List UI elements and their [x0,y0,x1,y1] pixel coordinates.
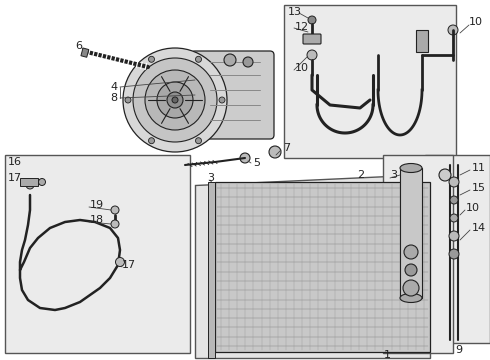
Text: 15: 15 [472,183,486,193]
Text: 19: 19 [90,200,104,210]
Circle shape [125,97,131,103]
Text: 3: 3 [207,173,214,183]
Circle shape [449,177,459,187]
Circle shape [308,16,316,24]
Circle shape [307,50,317,60]
Bar [208,182,215,358]
Bar [400,168,422,298]
Text: 10: 10 [466,203,480,213]
Text: 5: 5 [253,158,260,168]
Circle shape [26,181,34,189]
Circle shape [404,245,418,259]
Circle shape [39,179,46,185]
Ellipse shape [400,163,422,172]
Circle shape [269,146,281,158]
Text: 17: 17 [8,173,22,183]
Circle shape [450,214,458,222]
Circle shape [148,138,154,144]
Text: 6: 6 [75,41,82,51]
Text: 16: 16 [8,157,22,167]
Circle shape [111,220,119,228]
Text: 10: 10 [469,17,483,27]
Circle shape [448,25,458,35]
Text: 18: 18 [90,215,104,225]
Text: 17: 17 [122,260,136,270]
Bar [284,5,456,158]
Text: 7: 7 [283,143,290,153]
Bar [20,178,38,186]
Circle shape [196,138,201,144]
FancyBboxPatch shape [303,34,321,44]
Circle shape [111,206,119,214]
Circle shape [148,56,154,62]
Circle shape [439,169,451,181]
Circle shape [196,56,201,62]
Text: 11: 11 [472,163,486,173]
Ellipse shape [400,293,422,302]
Bar [416,30,428,52]
Text: 1: 1 [384,350,391,360]
Circle shape [133,58,217,142]
Circle shape [450,196,458,204]
Circle shape [167,92,183,108]
Circle shape [240,153,250,163]
Circle shape [243,57,253,67]
Text: 9: 9 [455,345,462,355]
Circle shape [219,97,225,103]
FancyBboxPatch shape [191,51,274,139]
Circle shape [449,249,459,259]
Text: 8: 8 [110,93,117,103]
Circle shape [123,48,227,152]
Circle shape [116,257,124,266]
Bar [215,182,430,352]
Bar [81,48,89,57]
Circle shape [403,280,419,296]
Bar [425,155,490,343]
Text: 12: 12 [295,22,309,32]
Circle shape [449,231,459,241]
Text: 14: 14 [472,223,486,233]
Bar [383,155,453,353]
Circle shape [405,264,417,276]
Text: 13: 13 [288,7,302,17]
Circle shape [224,54,236,66]
Circle shape [157,82,193,118]
Text: 2: 2 [357,170,364,180]
Polygon shape [195,175,430,358]
Text: 10: 10 [295,63,309,73]
Bar [5,155,190,353]
Circle shape [145,70,205,130]
Text: 4: 4 [110,82,117,92]
Text: 3: 3 [390,170,397,180]
Circle shape [172,97,178,103]
